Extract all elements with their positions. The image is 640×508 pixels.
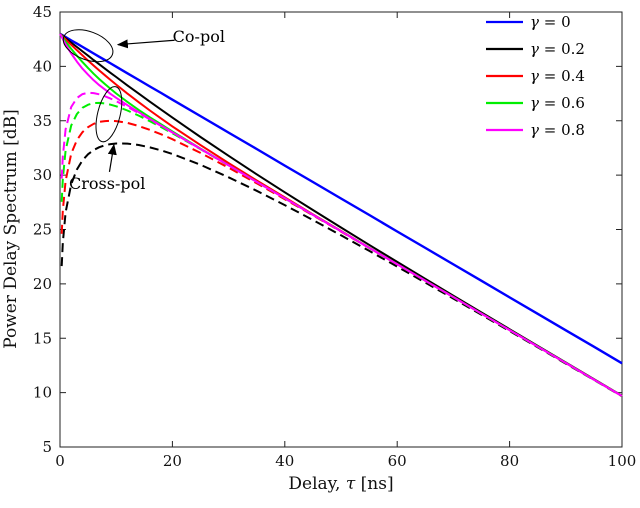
y-tick-label: 45: [33, 3, 52, 21]
y-tick-label: 10: [33, 384, 52, 402]
x-tick-label: 100: [608, 452, 637, 470]
y-tick-label: 25: [33, 221, 52, 239]
y-tick-label: 40: [33, 57, 52, 75]
x-tick-label: 40: [275, 452, 294, 470]
series-line-γ-=-0.6-cross-pol: [60, 101, 623, 397]
annotation-ellipse: [95, 86, 123, 143]
annotation-label: Cross-pol: [69, 174, 145, 193]
x-tick-label: 20: [163, 452, 182, 470]
y-tick-label: 15: [33, 329, 52, 347]
y-tick-label: 5: [42, 438, 52, 456]
annotation-arrow: [107, 143, 117, 172]
annotation-arrow: [116, 39, 175, 49]
x-tick-label: 0: [55, 452, 65, 470]
series-line-γ-=-0.8-cross-pol: [60, 91, 623, 397]
legend-item-label: γ = 0.2: [530, 40, 585, 58]
series-group: [59, 32, 623, 398]
annotation-ellipse: [62, 29, 114, 63]
x-tick-label: 80: [500, 452, 519, 470]
legend-item-label: γ = 0.4: [530, 67, 585, 85]
y-tick-label: 35: [33, 112, 52, 130]
annotation-label: Co-pol: [173, 27, 225, 46]
series-line-γ-=-0-co-pol: [59, 32, 623, 365]
legend: γ = 0 γ = 0.2 γ = 0.4 γ = 0.6 γ = 0.8: [486, 13, 585, 139]
legend-item-label: γ = 0.6: [530, 94, 585, 112]
legend-item-label: γ = 0.8: [530, 121, 585, 139]
series-line-γ-=-0.4-cross-pol: [60, 119, 623, 397]
y-tick-label: 20: [33, 275, 52, 293]
x-tick-label: 60: [388, 452, 407, 470]
y-tick-label: 30: [33, 166, 52, 184]
legend-item-label: γ = 0: [530, 13, 571, 31]
series-line-γ-=-0.8-co-pol: [59, 33, 623, 397]
